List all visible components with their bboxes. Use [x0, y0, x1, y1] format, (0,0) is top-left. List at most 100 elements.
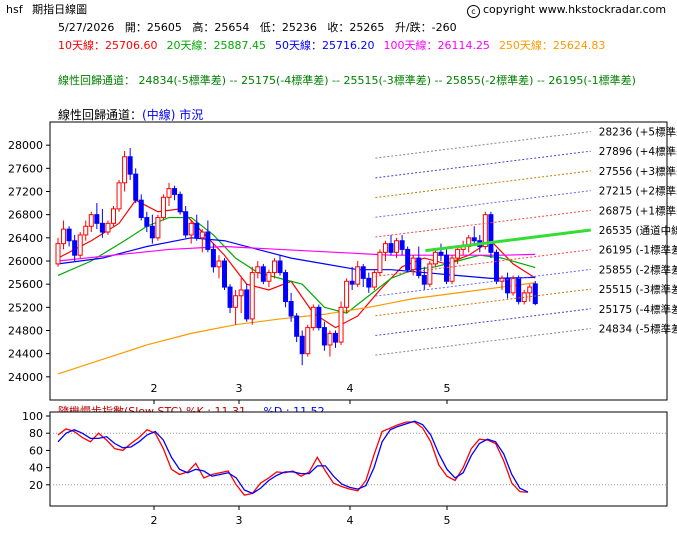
chart-header: hsf 期指日線圖 — [6, 1, 87, 17]
candle-body — [327, 332, 333, 346]
ma-legend-item: 20天線：25887.45 — [166, 39, 266, 52]
price-y-tick-label: 24800 — [8, 325, 43, 338]
price-x-tick-label: 4 — [347, 382, 354, 395]
candle-body — [266, 272, 272, 282]
candle-body — [72, 240, 78, 256]
regression-line — [375, 150, 591, 179]
candle-body — [482, 214, 488, 248]
regression-line — [375, 170, 591, 199]
regression-label: 26875 (+1標準差) — [599, 204, 677, 217]
candle-body — [166, 188, 172, 198]
stc-panel: 20 40 60 80 100 2 3 4 5 — [22, 410, 668, 527]
price-panel: 24000 24400 24800 25200 25600 26000 26400 26800… — [8, 121, 677, 404]
copyright-icon: c — [467, 5, 480, 18]
candle-body — [127, 156, 133, 175]
candle-body — [244, 289, 250, 320]
ma-legend-item: 50天線：25716.20 — [274, 39, 375, 52]
candle-body — [205, 231, 211, 250]
change-value: -260 — [431, 21, 457, 34]
price-y-tick-label: 26800 — [8, 209, 43, 222]
symbol-label: hsf — [6, 3, 23, 16]
candle-body — [233, 295, 239, 308]
low-value: 25236 — [281, 21, 317, 34]
candle-body — [405, 248, 411, 271]
regression-line — [375, 209, 591, 238]
regression-label: 28236 (+5標準差) — [599, 125, 677, 138]
candle-body — [94, 214, 100, 224]
regression-label: 27896 (+4標準差) — [599, 145, 677, 158]
close-value: 25265 — [349, 21, 385, 34]
price-x-tick-label: 2 — [151, 382, 158, 395]
candle-body — [177, 193, 183, 213]
candle-body — [138, 199, 144, 219]
candle-body — [122, 156, 128, 184]
regression-title-suffix: 市況 — [175, 108, 204, 122]
candle-body — [238, 289, 244, 297]
candle-body — [111, 208, 116, 224]
candle-body — [227, 286, 233, 308]
regression-label: 27215 (+2標準差) — [599, 185, 677, 198]
candle-body — [133, 173, 139, 201]
regression-label: 26195 (-1標準差) — [599, 244, 677, 257]
candle-body — [271, 260, 277, 274]
regression-title-prefix: 線性回歸通道： — [58, 108, 143, 122]
price-y-tick-label: 27200 — [8, 186, 43, 199]
stc-frame-border — [49, 411, 668, 507]
price-y-tick-label: 26400 — [8, 232, 43, 245]
candle-body — [149, 225, 155, 239]
candle-body — [305, 327, 311, 355]
regression-line — [375, 249, 591, 277]
regression-label: 27556 (+3標準差) — [599, 165, 677, 178]
chart-name-label: 期指日線圖 — [32, 3, 88, 16]
stc-line — [57, 420, 529, 495]
candle-body — [510, 277, 516, 294]
candle-body — [449, 257, 455, 282]
candle-body — [382, 243, 388, 253]
candle-body — [455, 248, 461, 259]
candle-body — [277, 260, 283, 274]
price-y-tick-label: 25600 — [8, 278, 43, 291]
stc-y-tick-label: 100 — [22, 410, 43, 423]
candle-body — [283, 272, 289, 303]
price-x-tick-label: 3 — [236, 382, 243, 395]
price-y-tick-label: 24000 — [8, 371, 43, 384]
regression-summary: 線性回歸通道： 24834(-5標準差) -- 25175(-4標準差) -- … — [58, 74, 636, 87]
ma-line — [57, 245, 536, 262]
candle-body — [288, 301, 294, 317]
price-y-tick-label: 27600 — [8, 162, 43, 175]
candle-body — [338, 306, 344, 343]
candle-body — [366, 277, 372, 288]
regression-label: 24834 (-5標準差) — [599, 323, 677, 336]
candle-body — [105, 222, 111, 233]
candle-body — [294, 315, 300, 337]
high-label: 高 — [192, 21, 204, 34]
candle-body — [216, 260, 222, 268]
candle-body — [77, 234, 83, 256]
ohlc-row: 5/27/2026 開：25605 高：25654 低：25236 收：2526… — [58, 21, 457, 34]
price-frame — [49, 121, 668, 401]
stc-x-tick-label: 3 — [236, 514, 243, 527]
candle-body — [144, 217, 150, 227]
candle-body — [160, 196, 166, 219]
regression-label: 25515 (-3標準差) — [599, 283, 677, 296]
candle-body — [260, 266, 266, 282]
candle-body — [183, 211, 189, 236]
stc-line — [57, 421, 529, 496]
candle-body — [355, 266, 361, 285]
regression-line — [375, 328, 591, 356]
price-y-tick-label: 28000 — [8, 139, 43, 152]
regression-line — [375, 308, 591, 336]
candle-body — [321, 327, 327, 346]
candle-body — [416, 257, 422, 276]
candle-body — [172, 188, 178, 195]
open-value: 25605 — [146, 21, 182, 34]
candle-body — [471, 237, 477, 242]
candle-body — [377, 251, 383, 274]
copyright-notice: c copyright www.hkstockradar.com — [467, 3, 666, 18]
change-label: 升/跌 — [394, 21, 421, 34]
date-value: 5/27/2026 — [58, 21, 115, 34]
candle-body — [399, 240, 405, 250]
candle-body — [155, 217, 161, 239]
candle-body — [194, 222, 200, 239]
candle-body — [349, 280, 355, 285]
